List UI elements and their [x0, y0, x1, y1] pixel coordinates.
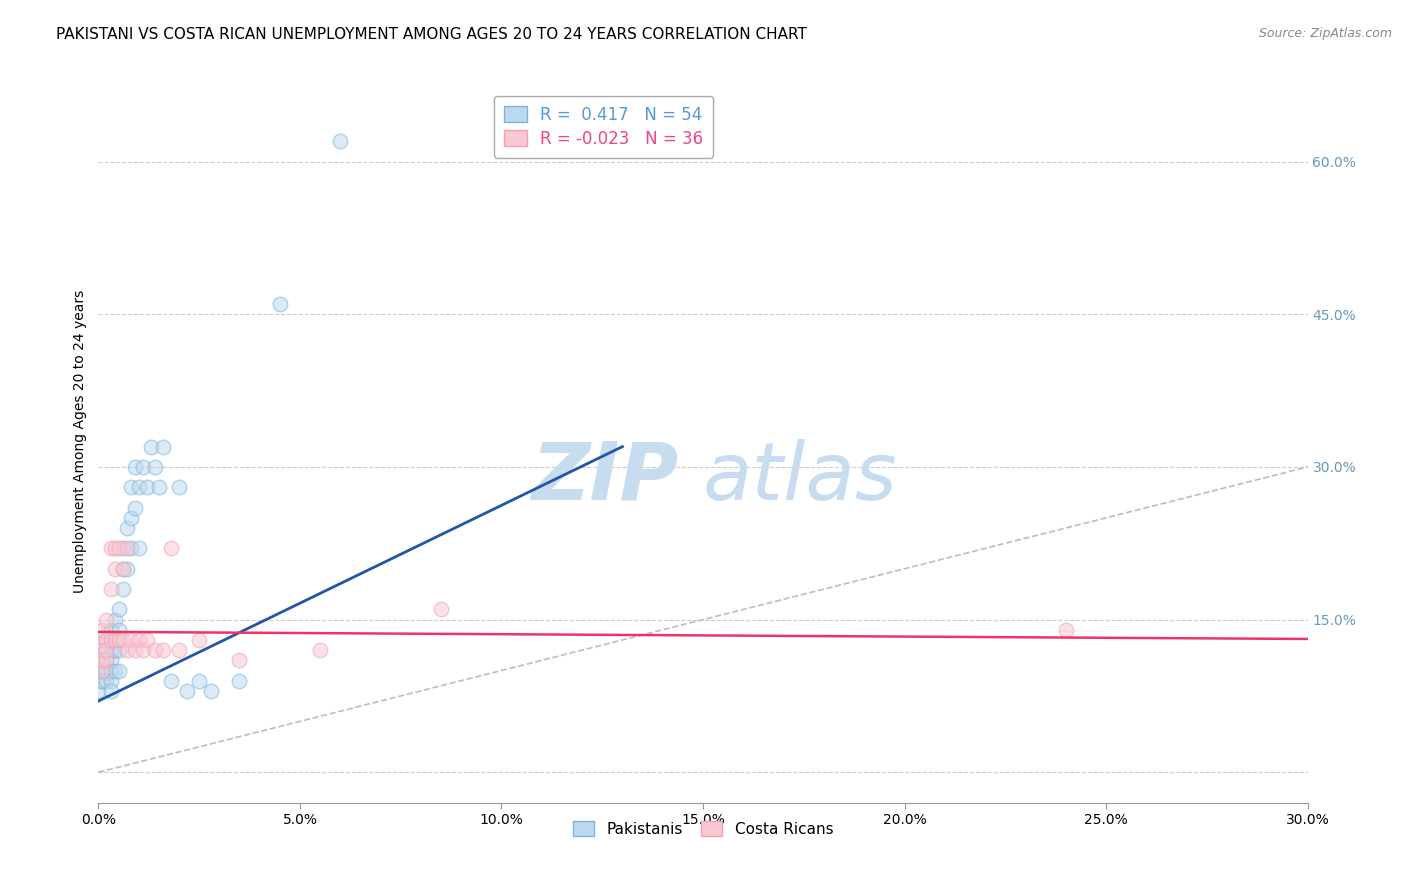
- Point: [103, 664, 125, 678]
- Point: [107, 664, 129, 678]
- Point: [135, 632, 157, 647]
- Text: Source: ZipAtlas.com: Source: ZipAtlas.com: [1258, 27, 1392, 40]
- Point: [107, 602, 129, 616]
- Point: [107, 632, 129, 647]
- Point: [91, 673, 114, 688]
- Point: [111, 562, 134, 576]
- Point: [91, 653, 114, 667]
- Point: [100, 664, 122, 678]
- Point: [120, 632, 142, 647]
- Point: [188, 632, 211, 647]
- Point: [87, 632, 110, 647]
- Point: [120, 511, 142, 525]
- Point: [91, 623, 114, 637]
- Point: [115, 541, 138, 556]
- Point: [128, 632, 150, 647]
- Point: [103, 562, 125, 576]
- Point: [124, 643, 146, 657]
- Point: [91, 673, 114, 688]
- Point: [128, 480, 150, 494]
- Point: [103, 613, 125, 627]
- Point: [100, 632, 122, 647]
- Point: [115, 562, 138, 576]
- Point: [100, 684, 122, 698]
- Point: [132, 460, 155, 475]
- Point: [1054, 623, 1077, 637]
- Point: [111, 582, 134, 596]
- Point: [128, 541, 150, 556]
- Point: [96, 673, 118, 688]
- Text: ZIP: ZIP: [531, 439, 679, 516]
- Point: [100, 673, 122, 688]
- Point: [96, 632, 118, 647]
- Point: [91, 653, 114, 667]
- Point: [100, 643, 122, 657]
- Point: [91, 643, 114, 657]
- Point: [329, 134, 352, 148]
- Point: [124, 500, 146, 515]
- Point: [124, 460, 146, 475]
- Point: [148, 480, 170, 494]
- Point: [96, 632, 118, 647]
- Point: [103, 541, 125, 556]
- Point: [87, 653, 110, 667]
- Text: atlas: atlas: [703, 439, 898, 516]
- Point: [96, 643, 118, 657]
- Point: [111, 632, 134, 647]
- Point: [111, 541, 134, 556]
- Point: [228, 673, 250, 688]
- Point: [96, 664, 118, 678]
- Point: [91, 653, 114, 667]
- Point: [91, 664, 114, 678]
- Point: [176, 684, 198, 698]
- Point: [167, 480, 190, 494]
- Point: [143, 460, 166, 475]
- Y-axis label: Unemployment Among Ages 20 to 24 years: Unemployment Among Ages 20 to 24 years: [73, 290, 87, 593]
- Point: [115, 643, 138, 657]
- Point: [91, 664, 114, 678]
- Point: [167, 643, 190, 657]
- Point: [96, 664, 118, 678]
- Text: PAKISTANI VS COSTA RICAN UNEMPLOYMENT AMONG AGES 20 TO 24 YEARS CORRELATION CHAR: PAKISTANI VS COSTA RICAN UNEMPLOYMENT AM…: [56, 27, 807, 42]
- Point: [115, 521, 138, 535]
- Point: [87, 664, 110, 678]
- Point: [100, 541, 122, 556]
- Point: [96, 643, 118, 657]
- Point: [107, 643, 129, 657]
- Point: [228, 653, 250, 667]
- Point: [96, 613, 118, 627]
- Point: [100, 623, 122, 637]
- Point: [200, 684, 222, 698]
- Point: [100, 582, 122, 596]
- Point: [107, 623, 129, 637]
- Point: [152, 643, 174, 657]
- Point: [152, 440, 174, 454]
- Point: [309, 643, 332, 657]
- Point: [100, 653, 122, 667]
- Point: [103, 643, 125, 657]
- Point: [135, 480, 157, 494]
- Point: [160, 673, 183, 688]
- Point: [111, 562, 134, 576]
- Point: [120, 480, 142, 494]
- Point: [91, 643, 114, 657]
- Point: [103, 632, 125, 647]
- Point: [107, 541, 129, 556]
- Point: [103, 632, 125, 647]
- Point: [96, 653, 118, 667]
- Point: [269, 297, 291, 311]
- Legend: Pakistanis, Costa Ricans: Pakistanis, Costa Ricans: [564, 812, 842, 846]
- Point: [139, 440, 162, 454]
- Point: [160, 541, 183, 556]
- Point: [87, 684, 110, 698]
- Point: [430, 602, 453, 616]
- Point: [120, 541, 142, 556]
- Point: [188, 673, 211, 688]
- Point: [96, 653, 118, 667]
- Point: [132, 643, 155, 657]
- Point: [143, 643, 166, 657]
